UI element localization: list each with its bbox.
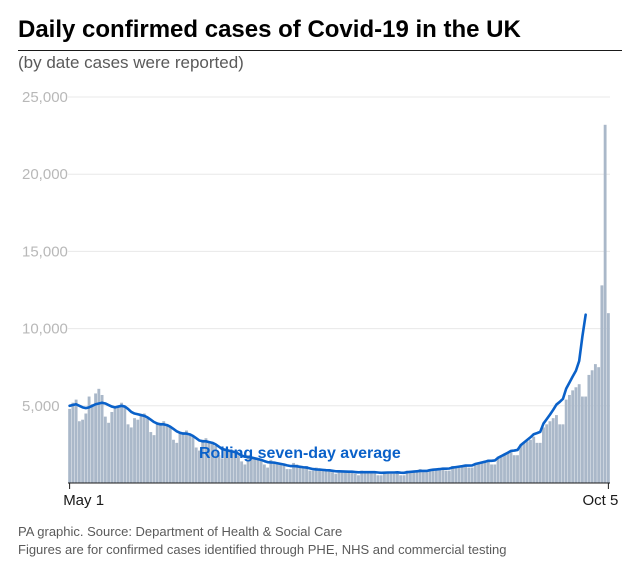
svg-text:25,000: 25,000 <box>22 89 68 106</box>
svg-text:5,000: 5,000 <box>22 398 60 415</box>
svg-text:May 1: May 1 <box>63 492 104 509</box>
page-subtitle: (by date cases were reported) <box>18 53 622 73</box>
footer: PA graphic. Source: Department of Health… <box>18 523 622 558</box>
footer-line-1: PA graphic. Source: Department of Health… <box>18 523 622 541</box>
footer-line-2: Figures are for confirmed cases identifi… <box>18 541 622 559</box>
title-rule <box>18 50 622 51</box>
svg-text:Rolling seven-day average: Rolling seven-day average <box>199 445 401 462</box>
chart-svg: 5,000 10,000 15,000 20,000 25,000 May 1 Oct 5 R… <box>18 77 622 517</box>
svg-text:15,000: 15,000 <box>22 243 68 260</box>
chart: 5,000 10,000 15,000 20,000 25,000 May 1 Oct 5 R… <box>18 77 622 517</box>
page-title: Daily confirmed cases of Covid-19 in the… <box>18 16 622 44</box>
svg-text:Oct 5: Oct 5 <box>582 492 618 509</box>
svg-text:20,000: 20,000 <box>22 166 68 183</box>
svg-text:10,000: 10,000 <box>22 321 68 338</box>
